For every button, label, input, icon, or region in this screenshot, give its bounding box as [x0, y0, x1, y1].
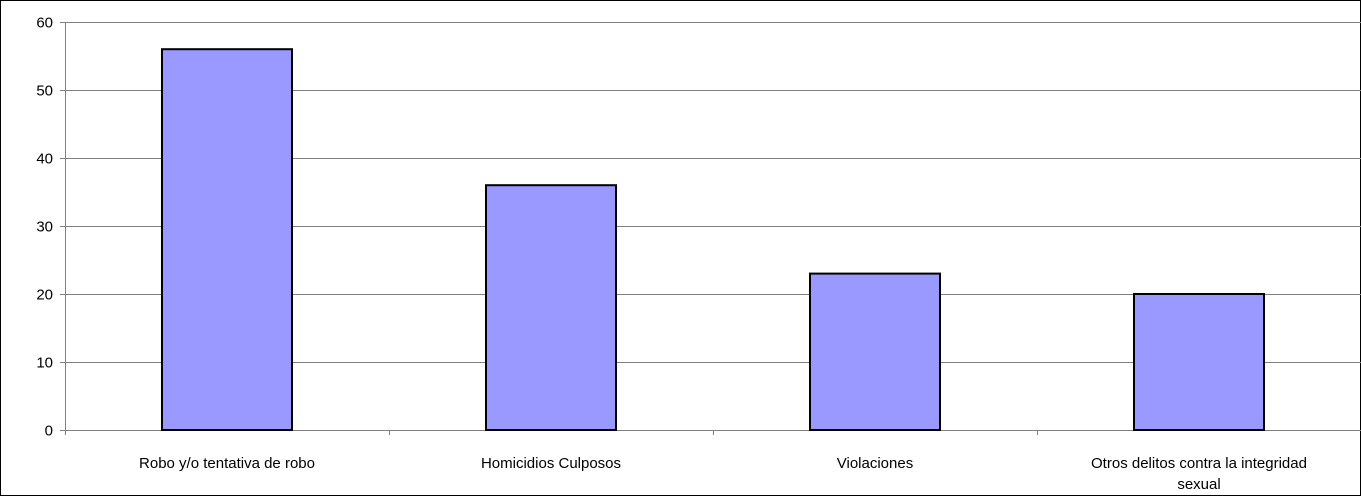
x-category-label: Robo y/o tentativa de robo: [139, 455, 315, 472]
x-category-label: Otros delitos contra la integridad: [1091, 455, 1307, 472]
y-tick-label: 50: [36, 83, 53, 100]
bars: [161, 48, 1265, 431]
bar: [161, 48, 293, 431]
y-tick-label: 0: [45, 423, 53, 440]
y-tick-label: 30: [36, 219, 53, 236]
y-tick-label: 60: [36, 15, 53, 32]
x-category-label: sexual: [1177, 476, 1220, 493]
labels: 0 10 20 30 40 50 60 Robo y/o tentativa de robo H…: [36, 15, 1307, 494]
bar: [485, 184, 617, 431]
x-category-label: Violaciones: [837, 455, 913, 472]
y-tick-label: 20: [36, 287, 53, 304]
y-tick-label: 10: [36, 355, 53, 372]
bar: [809, 272, 941, 431]
bar: [1133, 293, 1265, 431]
x-category-label: Homicidios Culposos: [481, 455, 621, 472]
y-tick-label: 40: [36, 151, 53, 168]
